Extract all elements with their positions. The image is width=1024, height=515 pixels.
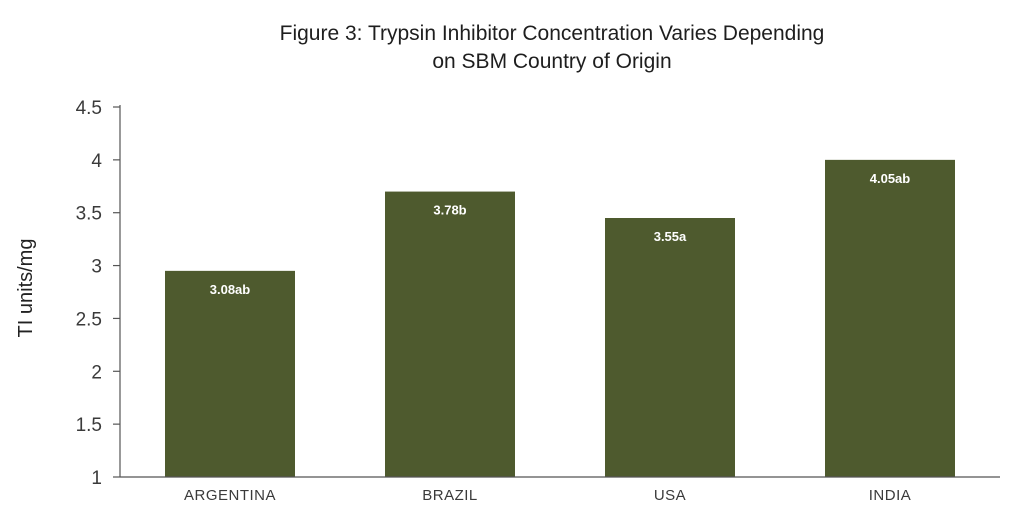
bar-usa bbox=[605, 218, 735, 477]
y-tick-label: 3.5 bbox=[76, 204, 102, 225]
y-tick-label: 2 bbox=[91, 362, 102, 383]
chart-title-line-1: Figure 3: Trypsin Inhibitor Concentratio… bbox=[279, 22, 825, 45]
data-label-argentina: 3.08ab bbox=[210, 282, 251, 297]
y-tick-label: 1.5 bbox=[76, 415, 102, 436]
y-tick-label: 3 bbox=[91, 257, 102, 278]
bar-argentina bbox=[165, 270, 295, 477]
x-axis: ARGENTINA BRAZIL USA INDIA bbox=[120, 476, 1000, 504]
bar-brazil bbox=[385, 191, 515, 478]
y-tick-label: 2.5 bbox=[76, 309, 102, 330]
y-axis: 1 1.5 2 2.5 3 3.5 4 4.5 bbox=[76, 98, 121, 489]
chart-title-line-2: on SBM Country of Origin bbox=[432, 50, 672, 73]
x-tick-label-usa: USA bbox=[654, 487, 686, 504]
data-label-india: 4.05ab bbox=[870, 171, 911, 186]
x-tick-label-argentina: ARGENTINA bbox=[184, 487, 276, 504]
y-tick-label: 1 bbox=[91, 468, 102, 489]
data-label-usa: 3.55a bbox=[654, 229, 687, 244]
x-tick-label-brazil: BRAZIL bbox=[422, 487, 478, 504]
y-tick-label: 4 bbox=[91, 151, 102, 172]
y-tick-label: 4.5 bbox=[76, 98, 102, 119]
data-label-brazil: 3.78b bbox=[433, 203, 466, 218]
y-axis-label: TI units/mg bbox=[15, 239, 37, 338]
x-tick-label-india: INDIA bbox=[869, 487, 912, 504]
bars: 3.08ab 3.78b 3.55a 4.05ab bbox=[165, 159, 955, 478]
chart-title: Figure 3: Trypsin Inhibitor Concentratio… bbox=[0, 20, 1024, 76]
bar-india bbox=[825, 159, 955, 477]
